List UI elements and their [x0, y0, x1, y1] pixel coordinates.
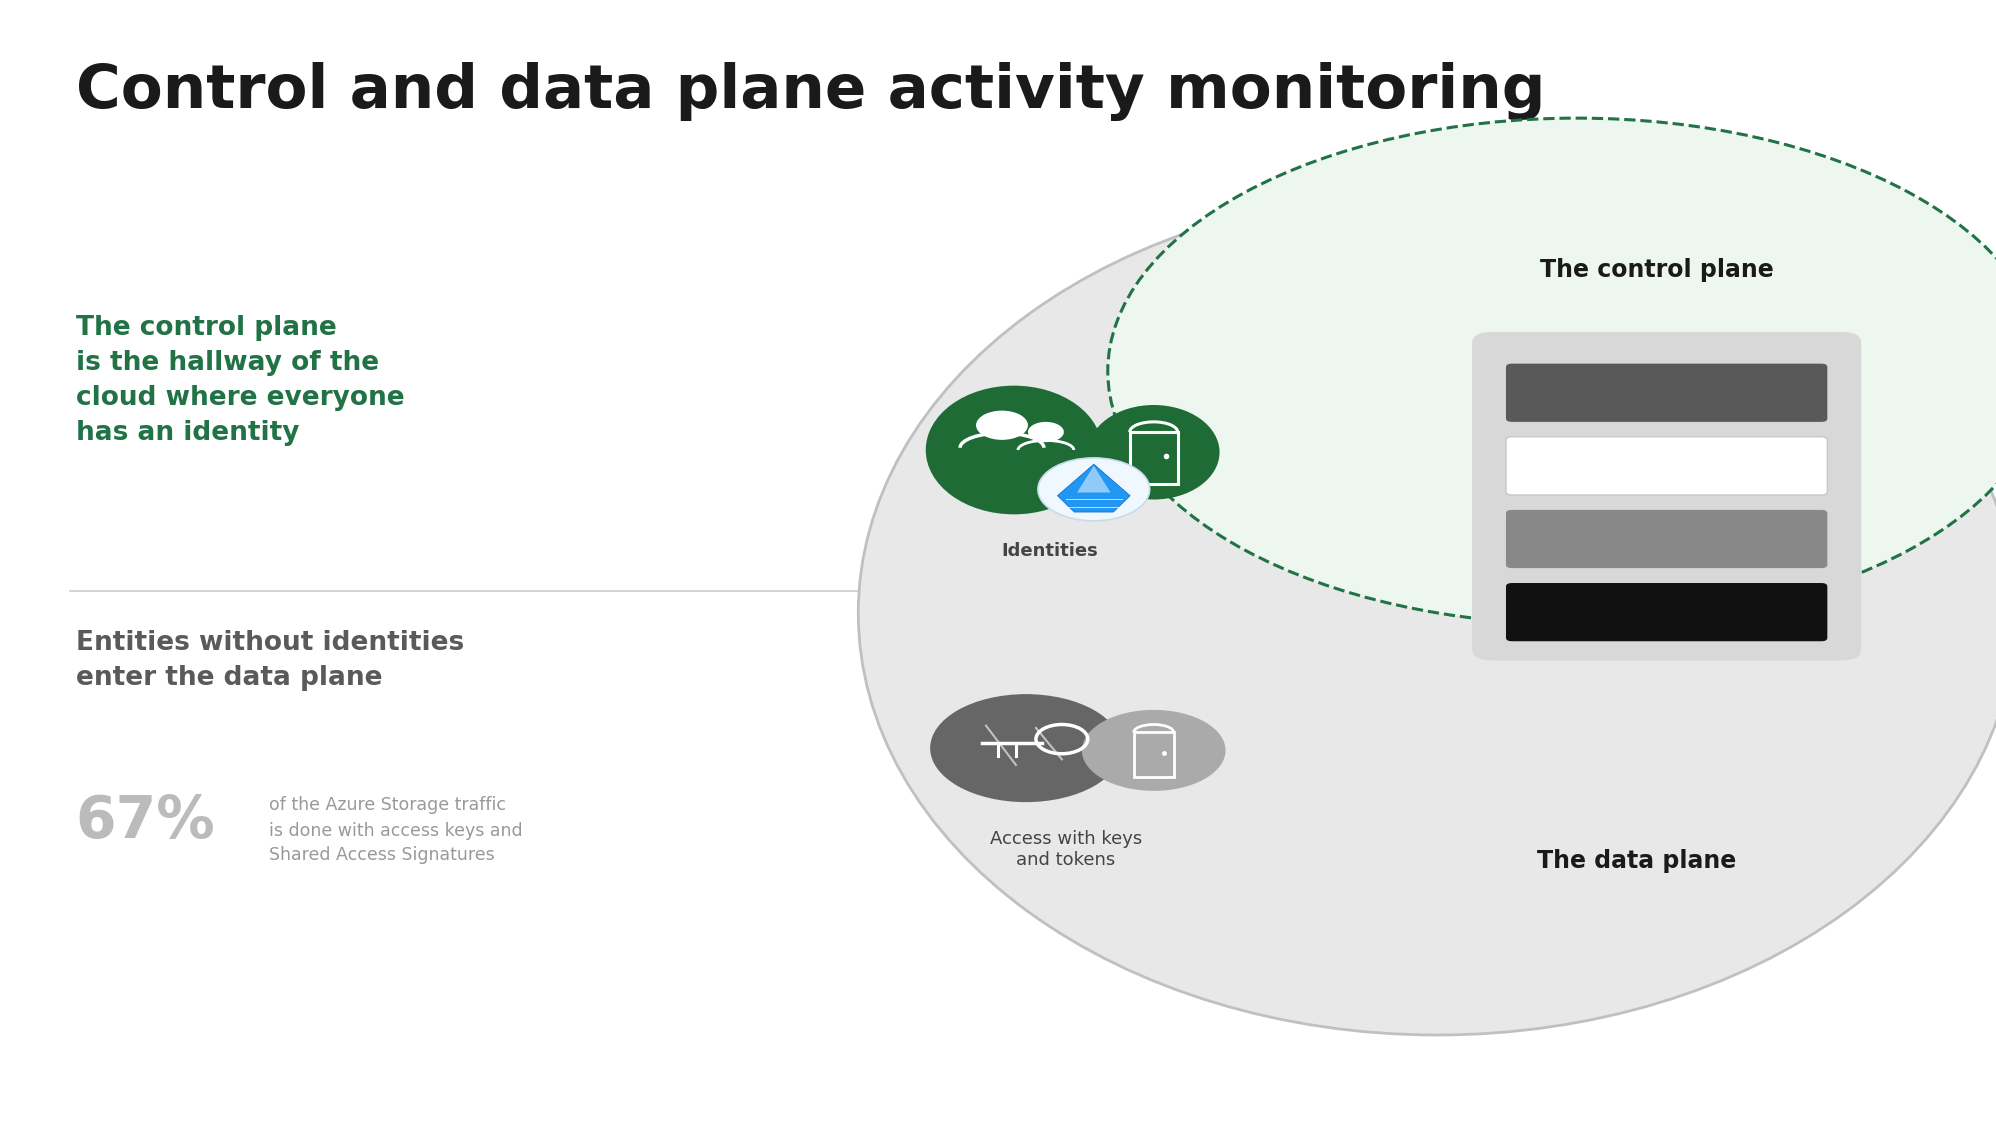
Circle shape — [930, 694, 1122, 802]
Ellipse shape — [1088, 405, 1220, 500]
FancyBboxPatch shape — [1505, 583, 1826, 641]
Ellipse shape — [858, 191, 1996, 1035]
Text: Identities: Identities — [1002, 542, 1098, 560]
Polygon shape — [1058, 465, 1130, 512]
Text: Access with keys
and tokens: Access with keys and tokens — [990, 830, 1142, 868]
Text: The control plane: The control plane — [1539, 258, 1774, 282]
Text: Control and data plane activity monitoring: Control and data plane activity monitori… — [76, 62, 1545, 120]
FancyBboxPatch shape — [1505, 363, 1826, 422]
Text: The data plane: The data plane — [1537, 848, 1737, 873]
Polygon shape — [1078, 466, 1110, 493]
FancyBboxPatch shape — [1471, 332, 1860, 660]
Ellipse shape — [926, 386, 1102, 514]
Text: The control plane
is the hallway of the
cloud where everyone
has an identity: The control plane is the hallway of the … — [76, 315, 405, 446]
Circle shape — [976, 411, 1028, 440]
Text: of the Azure Storage traffic
is done with access keys and
Shared Access Signatur: of the Azure Storage traffic is done wit… — [269, 796, 523, 864]
Ellipse shape — [1108, 118, 1996, 624]
Circle shape — [1082, 710, 1226, 791]
FancyBboxPatch shape — [1505, 436, 1826, 495]
Circle shape — [1038, 458, 1150, 521]
Text: 67%: 67% — [76, 793, 216, 850]
Text: Entities without identities
enter the data plane: Entities without identities enter the da… — [76, 630, 465, 691]
FancyBboxPatch shape — [1505, 510, 1826, 568]
Circle shape — [1028, 422, 1064, 442]
